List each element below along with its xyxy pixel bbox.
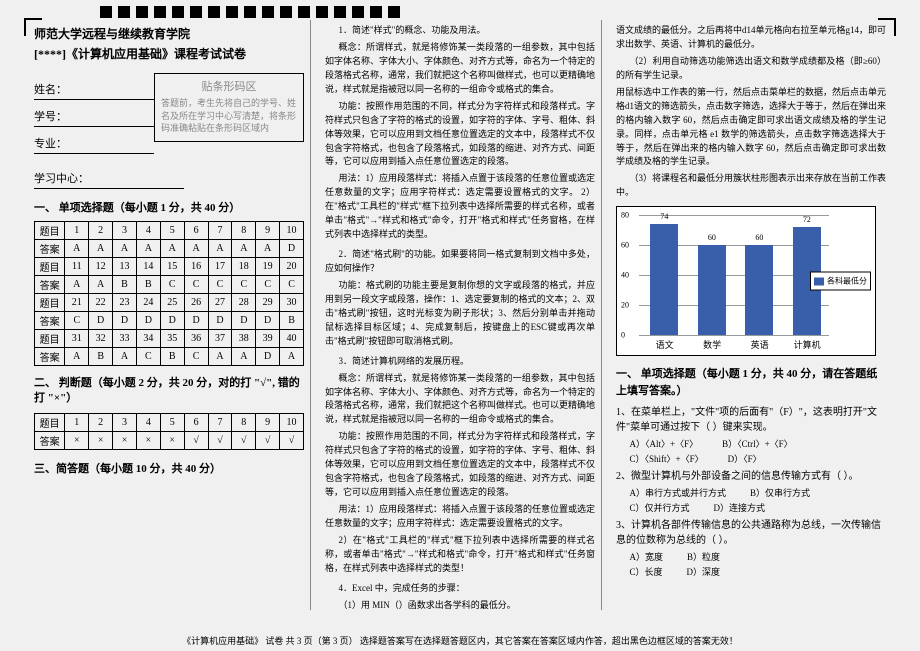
- center-label: 学习中心：: [34, 170, 184, 189]
- bar-chart: 02040608074语文60数学60英语72计算机 各科最低分: [616, 206, 876, 356]
- q3: 3．简述计算机网络的发展历程。: [325, 355, 595, 369]
- col3-top-text: 语文成绩的最低分。之后再将中d14单元格向右拉至单元格g14，即可求出数学、英语…: [616, 24, 886, 200]
- page-columns: 师范大学远程与继续教育学院 [****]《计算机应用基础》课程考试试卷 姓名： …: [28, 20, 892, 610]
- barcode-note: 答题前，考生先将自己的学号、姓名及所在学习中心写清楚，将条形码准确粘贴在条形码区…: [161, 98, 296, 133]
- legend-label: 各科最低分: [827, 276, 867, 287]
- column-2: 1．简述"样式"的概念、功能及用法。 概念：所谓样式，就是将修饰某一类段落的一组…: [319, 20, 602, 610]
- q1: 1．简述"样式"的概念、功能及用法。: [325, 24, 595, 38]
- p-usage: 用法：1）应用段落样式：将插入点置于该段落的任意位置或选定任意数量的文字；应用字…: [325, 172, 595, 242]
- c3p3: 用鼠标选中工作表的第一行，然后点击菜单栏的数据，然后点击单元格d1语文的筛选箭头…: [616, 86, 886, 170]
- c3p1: 语文成绩的最低分。之后再将中d14单元格向右拉至单元格g14，即可求出数学、英语…: [616, 24, 886, 52]
- exam-header: 师范大学远程与继续教育学院 [****]《计算机应用基础》课程考试试卷: [34, 24, 304, 65]
- p6: 功能：按照作用范围的不同，样式分为字符样式和段落样式，字符样式只包含了字符的格式…: [325, 430, 595, 500]
- answer-table-2: 题目12345678910答案×××××√√√√√: [34, 413, 304, 450]
- chart-legend: 各科最低分: [810, 272, 871, 291]
- column-3: 语文成绩的最低分。之后再将中d14单元格向右拉至单元格g14，即可求出数学、英语…: [610, 20, 892, 610]
- p7: 用法：1）应用段落样式：将插入点置于该段落的任意位置或选定任意数量的文字；应用字…: [325, 503, 595, 531]
- id-label: 学号：: [34, 108, 154, 127]
- info-labels: 姓名： 学号： 专业：: [34, 73, 154, 162]
- barcode-area: 贴条形码区 答题前，考生先将自己的学号、姓名及所在学习中心写清楚，将条形码准确粘…: [154, 73, 304, 142]
- header-line-2: [****]《计算机应用基础》课程考试试卷: [34, 44, 304, 64]
- p-brush: 功能：格式刷的功能主要是复制你想的文字或段落的格式，并应用到另一段文字或段落，操…: [325, 279, 595, 349]
- name-label: 姓名：: [34, 81, 154, 100]
- header-line-1: 师范大学远程与继续教育学院: [34, 24, 304, 44]
- major-label: 专业：: [34, 135, 154, 154]
- column-1: 师范大学远程与继续教育学院 [****]《计算机应用基础》课程考试试卷 姓名： …: [28, 20, 311, 610]
- p-function: 功能：按照作用范围的不同，样式分为字符样式和段落样式。字符样式只包含了字符的格式…: [325, 100, 595, 170]
- barcode-title: 贴条形码区: [161, 80, 297, 95]
- top-marker-squares: [100, 6, 400, 18]
- c3p4: （3）将课程名和最低分用簇状柱形图表示出来存放在当前工作表中。: [616, 172, 886, 200]
- section-2-title: 二、 判断题（每小题 2 分，共 20 分，对的打 "√", 错的打 "×"）: [34, 376, 304, 407]
- p8: 2）在"格式"工具栏的"样式"框下拉列表中选择所需要的样式名称，或者单击"格式"…: [325, 534, 595, 576]
- corner-top-left: [24, 18, 42, 36]
- q2: 2．简述"格式刷"的功能。如果要将同一格式复制到文档中多处，应如何操作？: [325, 248, 595, 276]
- section-1-title: 一、 单项选择题（每小题 1 分，共 40 分）: [34, 199, 304, 215]
- col3-section-title: 一、 单项选择题（每小题 1 分，共 40 分，请在答题纸上填写答案。）: [616, 366, 886, 399]
- answer-table-1: 题目12345678910答案AAAAAAAAAD题目1112131415161…: [34, 221, 304, 366]
- p9: （1）用 MIN（）函数求出各学科的最低分。: [325, 599, 595, 610]
- mc-questions: 1、在菜单栏上，"文件"项的后面有"（F）"，这表明打开"文件"菜单可通过按下（…: [616, 405, 886, 578]
- q4: 4．Excel 中，完成任务的步骤：: [325, 582, 595, 596]
- section-3-title: 三、简答题（每小题 10 分，共 40 分）: [34, 460, 304, 476]
- chart-plot-area: 02040608074语文60数学60英语72计算机: [639, 215, 829, 335]
- p-concept: 概念：所谓样式，就是将修饰某一类段落的一组参数，其中包括如字体名称、字体大小、字…: [325, 41, 595, 97]
- legend-swatch: [814, 277, 824, 285]
- c3p2: （2）利用自动筛选功能筛选出语文和数学成绩都及格（即≥60）的所有学生记录。: [616, 55, 886, 83]
- corner-top-right: [878, 18, 896, 36]
- student-info-row: 姓名： 学号： 专业： 贴条形码区 答题前，考生先将自己的学号、姓名及所在学习中…: [34, 73, 304, 162]
- page-footer: 《计算机应用基础》 试卷 共 3 页（第 3 页） 选择题答案写在选择题答题区内…: [0, 634, 920, 647]
- p5: 概念：所谓样式，就是将修饰某一类段落的一组参数，其中包括如字体名称、字体大小、字…: [325, 372, 595, 428]
